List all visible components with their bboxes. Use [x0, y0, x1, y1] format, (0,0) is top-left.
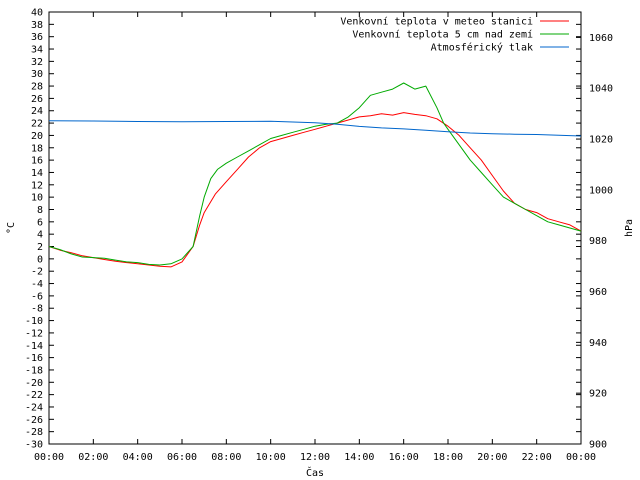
- y2-axis: 1060 1040 1020 1000 980 960 940 920 900: [576, 33, 613, 451]
- y2-tick-label: 1040: [589, 84, 613, 95]
- y-tick-label: 38: [31, 20, 43, 31]
- y-tick-label: -6: [31, 291, 43, 302]
- series-line-0: [48, 112, 582, 268]
- x-axis: 00:00 02:00 04:00 06:00 08:00 10:00 12:00 14:00…: [34, 12, 596, 463]
- y2-tick-label: 980: [589, 236, 607, 247]
- y-tick-label: -22: [25, 390, 43, 401]
- y-tick-label: -10: [25, 316, 43, 327]
- y-tick-label: 36: [31, 32, 43, 43]
- y-tick-label: 10: [31, 193, 43, 204]
- y-tick-label: 22: [31, 119, 43, 130]
- y-tick-label: 32: [31, 57, 43, 68]
- x-tick-label: 08:00: [211, 452, 241, 463]
- x-tick-label: 02:00: [78, 452, 108, 463]
- series-line-1: [48, 82, 582, 266]
- y-tick-label: 14: [31, 168, 43, 179]
- y-tick-label: 26: [31, 94, 43, 105]
- y-tick-label: 6: [37, 217, 43, 228]
- x-tick-label: 14:00: [344, 452, 374, 463]
- x-tick-label: 12:00: [300, 452, 330, 463]
- y-tick-label: -8: [31, 304, 43, 315]
- x-tick-label: 06:00: [167, 452, 197, 463]
- x-tick-label: 16:00: [389, 452, 419, 463]
- legend-label: Venkovní teplota 5 cm nad zemí: [352, 29, 533, 41]
- y-tick-label: 16: [31, 156, 43, 167]
- x-tick-label: 04:00: [123, 452, 153, 463]
- y-tick-label: 34: [31, 45, 43, 56]
- y-tick-label: 28: [31, 82, 43, 93]
- x-tick-label: 18:00: [433, 452, 463, 463]
- y-tick-label: -16: [25, 353, 43, 364]
- y-axis: 4038363432302826242220181614121086420-2-…: [25, 8, 581, 451]
- y-tick-label: -26: [25, 415, 43, 426]
- y-tick-label: -28: [25, 427, 43, 438]
- y-tick-label: -12: [25, 328, 43, 339]
- legend: Venkovní teplota v meteo staniciVenkovní…: [340, 16, 569, 54]
- y-tick-label: 12: [31, 180, 43, 191]
- y-tick-label: -20: [25, 378, 43, 389]
- legend-label: Venkovní teplota v meteo stanici: [340, 16, 533, 28]
- series-line-2: [48, 120, 582, 137]
- x-tick-label: 22:00: [522, 452, 552, 463]
- y2-tick-label: 960: [589, 287, 607, 298]
- y-tick-label: -30: [25, 440, 43, 451]
- y-tick-label: -18: [25, 365, 43, 376]
- y-tick-label: 20: [31, 131, 43, 142]
- x-tick-label: 10:00: [256, 452, 286, 463]
- y-tick-label: 24: [31, 106, 43, 117]
- y2-axis-label: hPa: [624, 219, 635, 237]
- x-tick-label: 20:00: [477, 452, 507, 463]
- y-tick-label: 4: [37, 230, 43, 241]
- y2-tick-label: 900: [589, 440, 607, 451]
- y2-tick-label: 1000: [589, 185, 613, 196]
- plot-area: [48, 11, 582, 445]
- y-tick-label: 40: [31, 8, 43, 19]
- y-tick-label: 18: [31, 143, 43, 154]
- y2-tick-label: 940: [589, 338, 607, 349]
- legend-label: Atmosférický tlak: [431, 42, 533, 54]
- y-tick-label: -14: [25, 341, 43, 352]
- y-tick-label: -2: [31, 267, 43, 278]
- y2-tick-label: 920: [589, 389, 607, 400]
- y-axis-label: °C: [6, 222, 17, 234]
- series-lines: [48, 82, 582, 268]
- y-tick-label: -24: [25, 402, 43, 413]
- x-tick-label: 00:00: [34, 452, 64, 463]
- x-axis-label: Čas: [306, 466, 324, 479]
- y-tick-label: 8: [37, 205, 43, 216]
- y2-tick-label: 1060: [589, 33, 613, 44]
- y2-tick-label: 1020: [589, 135, 613, 146]
- y-tick-label: 0: [37, 254, 43, 265]
- x-tick-label: 00:00: [566, 452, 596, 463]
- y-tick-label: 2: [37, 242, 43, 253]
- y-tick-label: -4: [31, 279, 43, 290]
- y-tick-label: 30: [31, 69, 43, 80]
